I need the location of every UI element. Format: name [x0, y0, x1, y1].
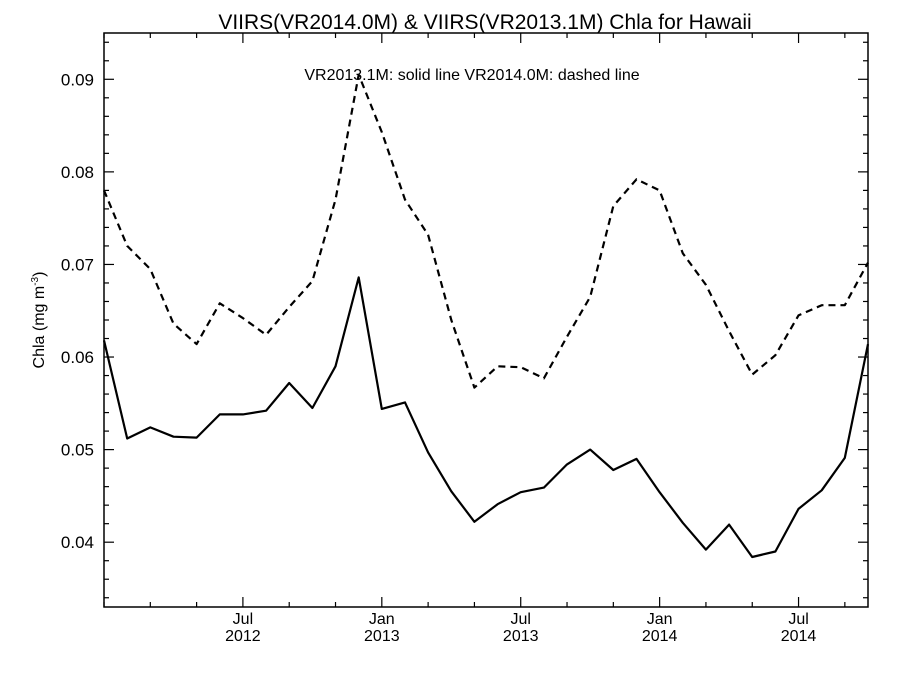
y-tick-label: 0.07	[61, 255, 94, 274]
x-tick-label-month: Jan	[647, 611, 673, 628]
y-tick-label: 0.04	[61, 533, 94, 552]
axis-ticks	[103, 33, 868, 607]
x-tick-label-month: Jul	[788, 611, 808, 628]
series-line-vr2014-0m	[102, 73, 869, 389]
y-axis-label-close: )	[31, 272, 48, 277]
series-style-annotation: VR2013.1M: solid line VR2014.0M: dashed …	[304, 67, 639, 84]
x-tick-label-year: 2013	[503, 628, 539, 645]
x-tick-label-year: 2014	[781, 628, 817, 645]
plot-frame	[103, 32, 869, 608]
series-lines	[102, 73, 870, 559]
y-axis-label: Chla (mg m-3)	[30, 272, 48, 369]
x-tick-label-month: Jul	[233, 611, 253, 628]
x-tick-label-year: 2014	[642, 628, 678, 645]
y-tick-label: 0.09	[61, 70, 94, 89]
x-tick-label-year: 2012	[225, 628, 261, 645]
x-tick-label-month: Jul	[511, 611, 531, 628]
svg-text:Chla (mg m-3): Chla (mg m-3)	[30, 272, 48, 369]
y-tick-label: 0.06	[61, 348, 94, 367]
x-tick-label-month: Jan	[369, 611, 395, 628]
chart-title: VIIRS(VR2014.0M) & VIIRS(VR2013.1M) Chla…	[218, 11, 751, 34]
y-tick-label: 0.08	[61, 163, 94, 182]
series-line-vr2013-1m	[102, 276, 870, 559]
axis-tick-labels: 0.040.050.060.070.080.09Jul2012Jan2013Ju…	[61, 70, 817, 645]
y-tick-label: 0.05	[61, 441, 94, 460]
x-tick-label-year: 2013	[364, 628, 400, 645]
y-axis-label-main: Chla (mg m	[31, 286, 48, 369]
y-axis-label-superscript: -3	[30, 276, 41, 285]
